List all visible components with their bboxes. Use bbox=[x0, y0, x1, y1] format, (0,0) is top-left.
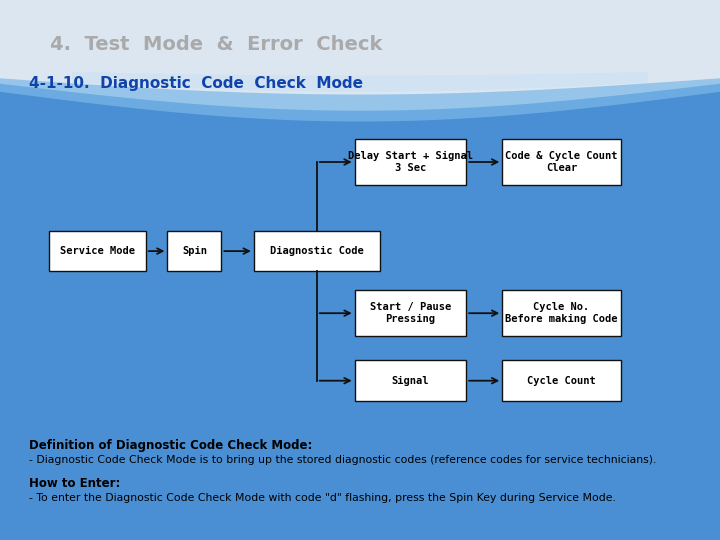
FancyBboxPatch shape bbox=[354, 139, 467, 185]
Text: - Diagnostic Code Check Mode is to bring up the stored diagnostic codes (referen: - Diagnostic Code Check Mode is to bring… bbox=[29, 455, 656, 465]
FancyBboxPatch shape bbox=[354, 291, 467, 336]
Text: Service Mode: Service Mode bbox=[60, 246, 135, 256]
FancyBboxPatch shape bbox=[354, 361, 467, 401]
Polygon shape bbox=[72, 72, 648, 92]
Text: Cycle Count: Cycle Count bbox=[527, 376, 596, 386]
Text: Code & Cycle Count
Clear: Code & Cycle Count Clear bbox=[505, 151, 618, 173]
Polygon shape bbox=[0, 89, 720, 540]
Text: Delay Start + Signal
3 Sec: Delay Start + Signal 3 Sec bbox=[348, 151, 473, 173]
FancyBboxPatch shape bbox=[503, 291, 621, 336]
Polygon shape bbox=[0, 84, 720, 540]
FancyBboxPatch shape bbox=[167, 231, 222, 271]
FancyBboxPatch shape bbox=[49, 231, 145, 271]
Text: Cycle No.
Before making Code: Cycle No. Before making Code bbox=[505, 302, 618, 325]
Polygon shape bbox=[0, 78, 720, 122]
Text: Definition of Diagnostic Code Check Mode:: Definition of Diagnostic Code Check Mode… bbox=[29, 439, 312, 452]
FancyBboxPatch shape bbox=[503, 139, 621, 185]
FancyBboxPatch shape bbox=[254, 231, 380, 271]
FancyBboxPatch shape bbox=[503, 361, 621, 401]
Text: Diagnostic Code: Diagnostic Code bbox=[270, 246, 364, 256]
Text: Signal: Signal bbox=[392, 376, 429, 386]
Text: - To enter the Diagnostic Code Check Mode with code "d" flashing, press the Spin: - To enter the Diagnostic Code Check Mod… bbox=[29, 493, 616, 503]
Text: 4.  Test  Mode  &  Error  Check: 4. Test Mode & Error Check bbox=[50, 35, 383, 54]
Text: Spin: Spin bbox=[182, 246, 207, 256]
Text: How to Enter:: How to Enter: bbox=[29, 477, 120, 490]
Text: 4-1-10.  Diagnostic  Code  Check  Mode: 4-1-10. Diagnostic Code Check Mode bbox=[29, 76, 363, 91]
Text: Start / Pause
Pressing: Start / Pause Pressing bbox=[370, 302, 451, 325]
